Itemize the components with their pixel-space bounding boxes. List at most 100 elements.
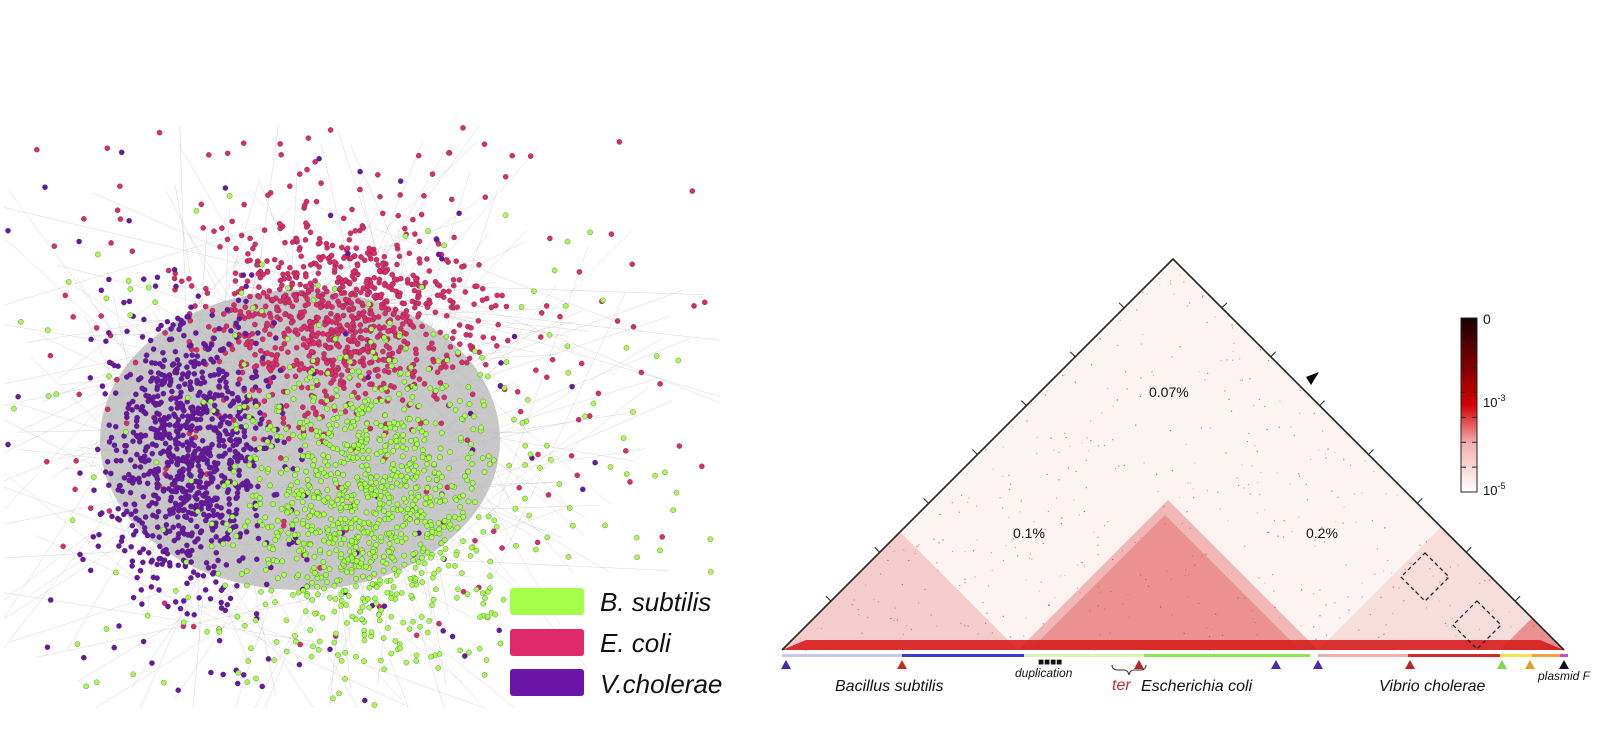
network-node bbox=[396, 568, 402, 575]
network-node bbox=[408, 438, 414, 444]
contact-speckle bbox=[1076, 587, 1079, 589]
network-node bbox=[271, 427, 277, 433]
network-node bbox=[433, 387, 439, 394]
network-node bbox=[344, 569, 350, 575]
contact-speckle bbox=[1253, 618, 1255, 620]
network-node bbox=[315, 472, 321, 478]
contact-speckle bbox=[1171, 470, 1173, 472]
network-node bbox=[230, 417, 237, 423]
network-node bbox=[232, 270, 239, 276]
network-node bbox=[364, 436, 370, 443]
network-node bbox=[180, 598, 187, 604]
network-node bbox=[292, 293, 298, 300]
contact-speckle bbox=[1378, 636, 1380, 638]
network-node bbox=[253, 373, 260, 379]
contact-speckle bbox=[894, 607, 896, 609]
network-node bbox=[211, 228, 217, 234]
network-node bbox=[264, 320, 270, 327]
contact-speckle bbox=[964, 625, 966, 627]
contact-speckle bbox=[896, 619, 898, 621]
network-node bbox=[252, 617, 259, 624]
network-edge bbox=[175, 185, 233, 523]
network-node bbox=[435, 358, 442, 364]
network-node bbox=[358, 485, 364, 491]
network-node bbox=[264, 258, 270, 264]
network-node bbox=[691, 303, 697, 309]
network-node bbox=[355, 314, 361, 321]
network-node bbox=[424, 304, 431, 311]
network-node bbox=[5, 227, 11, 234]
network-node bbox=[328, 471, 334, 478]
contact-speckle bbox=[1415, 590, 1417, 592]
network-node bbox=[600, 297, 606, 304]
contact-speckle bbox=[1492, 609, 1494, 611]
contact-speckle bbox=[1042, 623, 1044, 625]
network-node bbox=[319, 614, 326, 621]
network-node bbox=[340, 304, 346, 311]
network-node bbox=[292, 373, 299, 380]
network-node bbox=[296, 367, 303, 373]
network-node bbox=[338, 658, 345, 664]
network-node bbox=[73, 458, 79, 464]
network-node bbox=[263, 581, 270, 588]
network-node bbox=[479, 285, 486, 292]
network-node bbox=[358, 289, 364, 296]
network-node bbox=[327, 212, 334, 219]
contact-speckle bbox=[1019, 511, 1021, 513]
network-node bbox=[381, 508, 387, 514]
network-node bbox=[159, 420, 166, 427]
network-edge bbox=[352, 282, 705, 295]
network-node bbox=[377, 448, 384, 455]
network-node bbox=[318, 180, 324, 186]
contact-speckle bbox=[1396, 494, 1398, 496]
network-node bbox=[426, 454, 432, 461]
network-node bbox=[324, 397, 330, 404]
contact-speckle bbox=[877, 601, 880, 603]
contact-speckle bbox=[1371, 520, 1373, 522]
network-node bbox=[195, 489, 202, 496]
network-node bbox=[184, 439, 190, 445]
contact-speckle bbox=[1202, 296, 1204, 298]
network-node bbox=[207, 445, 213, 451]
network-node bbox=[229, 346, 236, 352]
interaction-network bbox=[3, 124, 721, 709]
network-node bbox=[328, 310, 334, 317]
network-node bbox=[373, 420, 380, 426]
network-node bbox=[336, 343, 342, 350]
network-node bbox=[294, 510, 300, 516]
contact-speckle bbox=[1002, 475, 1004, 477]
annotation-ter: ter bbox=[1112, 677, 1131, 694]
network-node bbox=[15, 393, 21, 400]
contact-speckle bbox=[1224, 390, 1226, 392]
network-node bbox=[93, 325, 100, 331]
network-node bbox=[253, 611, 260, 617]
network-node bbox=[172, 413, 178, 420]
network-node bbox=[400, 432, 406, 438]
contact-speckle bbox=[1219, 508, 1221, 510]
contact-speckle bbox=[964, 578, 966, 580]
outline-tick bbox=[1465, 546, 1472, 553]
contact-speckle bbox=[1163, 647, 1166, 649]
network-node bbox=[457, 647, 463, 654]
network-node bbox=[439, 385, 446, 391]
contact-speckle bbox=[1014, 547, 1017, 549]
network-node bbox=[357, 227, 363, 234]
network-node bbox=[173, 488, 180, 495]
network-node bbox=[353, 576, 359, 582]
network-node bbox=[118, 538, 125, 544]
network-edge bbox=[187, 413, 305, 574]
contact-speckle bbox=[1258, 577, 1260, 579]
network-node bbox=[314, 433, 320, 439]
network-node bbox=[432, 486, 439, 492]
colorbar-label-mid-base: 10 bbox=[1483, 395, 1497, 410]
contact-speckle bbox=[1189, 482, 1191, 484]
network-node bbox=[392, 425, 398, 432]
network-node bbox=[216, 628, 223, 635]
network-node bbox=[330, 416, 337, 422]
network-node bbox=[113, 423, 119, 430]
contact-speckle bbox=[1012, 538, 1014, 540]
contact-speckle bbox=[1091, 364, 1093, 366]
network-node bbox=[430, 596, 437, 603]
network-node bbox=[490, 335, 497, 341]
network-node bbox=[181, 458, 188, 464]
